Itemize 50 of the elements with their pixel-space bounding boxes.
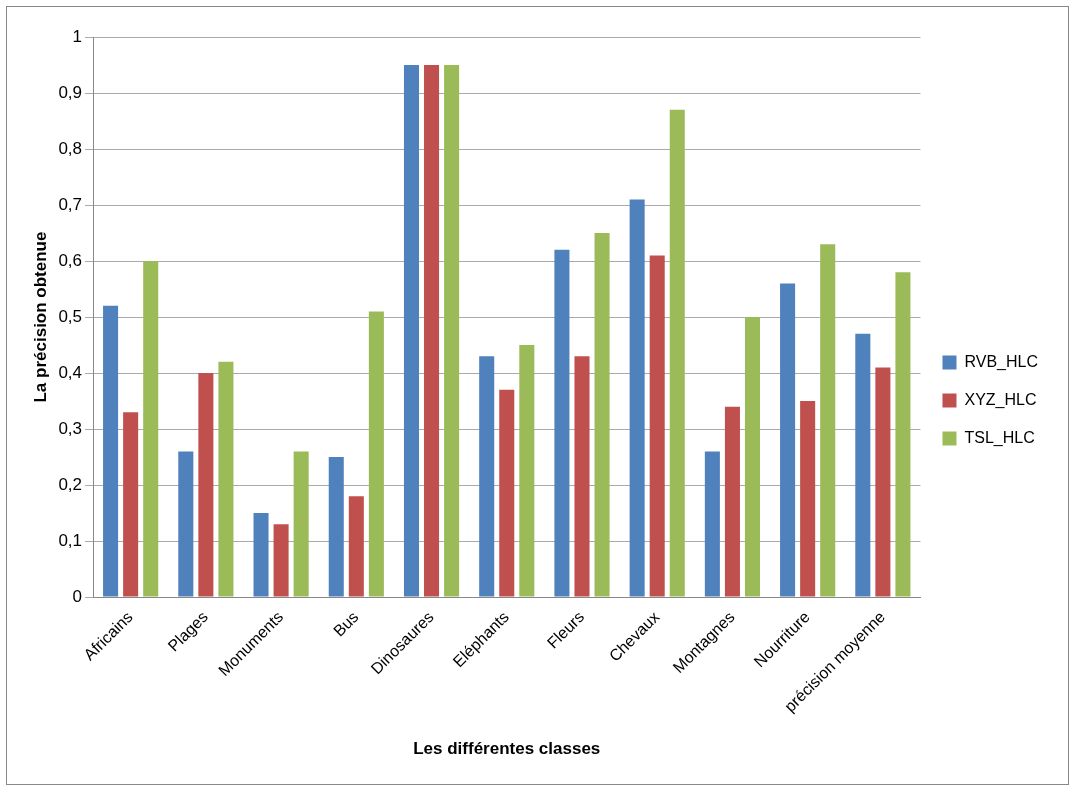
legend-label: TSL_HLC [964, 428, 1035, 447]
y-tick-label: 0,9 [58, 82, 83, 102]
bar [744, 317, 761, 597]
bar [554, 249, 570, 597]
bar [519, 345, 535, 597]
bar [424, 65, 440, 597]
bar [293, 451, 309, 597]
bar [143, 261, 159, 597]
bar [800, 401, 816, 597]
bar [273, 524, 289, 597]
bar [178, 451, 194, 597]
bar [855, 333, 871, 597]
bar [328, 457, 344, 597]
y-tick-label: 0,7 [58, 194, 83, 214]
bar [704, 451, 720, 597]
bar [253, 513, 269, 597]
bar [820, 244, 836, 597]
y-tick-label: 0 [72, 586, 83, 606]
bar [403, 65, 419, 597]
bar [103, 305, 119, 597]
bar [629, 199, 645, 597]
bar [724, 406, 740, 597]
bar [123, 412, 139, 597]
bar [649, 255, 665, 597]
y-tick-label: 0,2 [58, 474, 83, 494]
y-tick-label: 0,6 [58, 250, 83, 270]
bar [479, 356, 495, 597]
bar [875, 367, 891, 597]
bar [444, 65, 460, 597]
bar [895, 272, 911, 597]
legend-label: RVB_HLC [964, 352, 1038, 371]
y-tick-label: 0,1 [58, 530, 83, 550]
x-tick-label: Bus [330, 608, 362, 640]
y-tick-label: 0,4 [58, 362, 83, 382]
bar [780, 283, 796, 597]
bar [669, 109, 685, 597]
legend-label: XYZ_HLC [964, 390, 1037, 409]
bar [198, 373, 214, 597]
y-tick-label: 0,5 [58, 306, 83, 326]
bar [574, 356, 590, 597]
bar [499, 389, 515, 597]
y-tick-label: 0,3 [58, 418, 83, 438]
bar [218, 361, 234, 597]
y-tick-label: 0,8 [58, 138, 83, 158]
y-tick-label: 1 [72, 26, 83, 46]
bar [368, 311, 384, 597]
x-axis-title: Les différentes classes [413, 739, 601, 759]
y-axis-title: La précision obtenue [30, 231, 50, 403]
bar [594, 233, 610, 597]
bar [348, 496, 364, 597]
